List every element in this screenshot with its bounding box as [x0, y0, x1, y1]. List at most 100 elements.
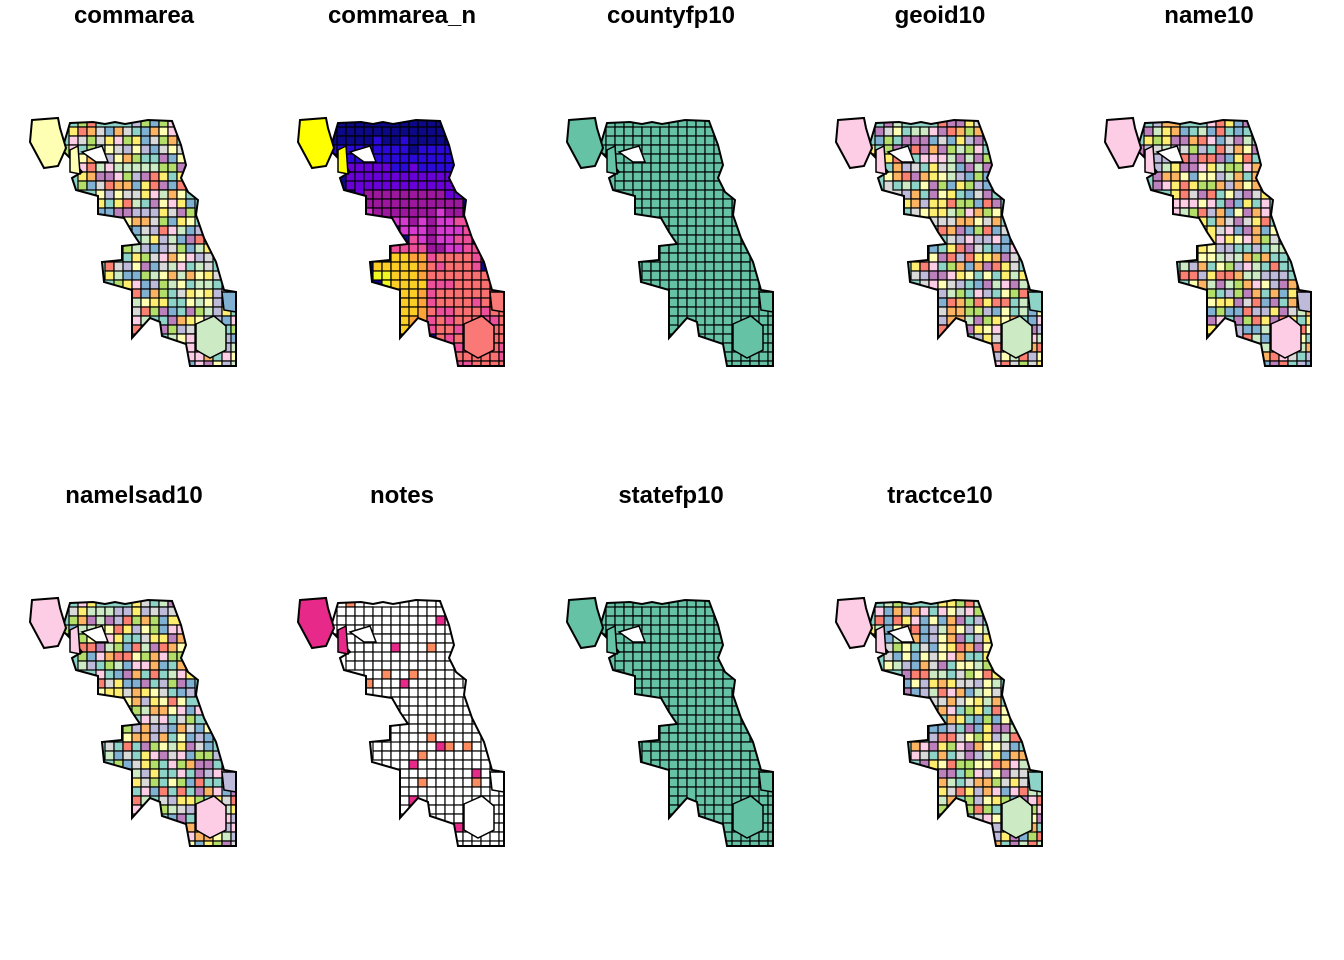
census-tract	[946, 153, 957, 164]
census-tract	[167, 732, 178, 743]
census-tract	[686, 624, 697, 635]
census-tract	[417, 723, 428, 734]
census-tract	[176, 261, 187, 272]
census-tract	[194, 243, 205, 254]
census-tract	[167, 615, 187, 626]
census-tract	[955, 297, 966, 308]
census-tract	[1206, 189, 1217, 200]
park-tract	[1001, 315, 1033, 359]
census-tract	[973, 795, 984, 806]
census-tract	[973, 279, 984, 290]
census-tract	[444, 288, 455, 299]
census-tract	[946, 198, 957, 209]
census-tract	[740, 261, 751, 272]
census-tract	[158, 171, 169, 182]
census-tract	[167, 324, 178, 335]
census-tract	[722, 207, 733, 218]
census-tract	[426, 606, 437, 617]
census-tract	[686, 297, 697, 308]
census-tract	[955, 207, 966, 218]
census-tract	[910, 750, 921, 761]
census-tract	[390, 126, 401, 137]
census-tract	[140, 651, 151, 662]
census-tract	[874, 126, 885, 137]
census-tract	[185, 786, 196, 797]
census-tract	[659, 126, 670, 137]
census-tract	[704, 162, 715, 173]
census-tract	[919, 135, 930, 146]
census-tract	[158, 234, 169, 245]
census-tract	[122, 741, 133, 752]
census-tract	[695, 669, 706, 680]
census-tract	[489, 351, 500, 362]
census-tract	[417, 660, 428, 671]
census-tract	[336, 606, 347, 617]
census-tract	[1287, 297, 1298, 308]
census-tract	[740, 288, 751, 299]
census-tract	[453, 741, 464, 752]
census-tract	[1206, 135, 1217, 146]
airport-gap	[617, 625, 647, 643]
census-tract	[444, 804, 455, 815]
census-tract	[149, 144, 160, 155]
census-tract	[758, 831, 769, 842]
census-tract	[1296, 351, 1307, 362]
census-tract	[937, 615, 948, 626]
census-tract	[381, 162, 392, 173]
census-tract	[928, 126, 939, 137]
census-tract	[982, 288, 993, 299]
census-tract	[176, 270, 187, 281]
census-tract	[641, 750, 652, 770]
census-tract	[399, 624, 410, 635]
census-tract	[1018, 777, 1029, 788]
census-tract	[991, 252, 1002, 263]
census-tract	[704, 741, 715, 752]
census-tract	[444, 297, 455, 308]
census-tract	[704, 225, 715, 236]
census-tract	[623, 126, 634, 137]
census-tract	[462, 786, 473, 797]
census-tract	[1215, 252, 1226, 263]
census-tract	[435, 189, 446, 200]
census-tract	[982, 687, 993, 698]
census-tract	[435, 198, 446, 209]
census-tract	[113, 687, 124, 698]
census-tract	[910, 198, 921, 209]
census-tract	[158, 624, 169, 635]
census-tract	[695, 279, 706, 290]
census-tract	[919, 642, 930, 653]
panel-title: statefp10	[618, 482, 724, 509]
census-tract	[167, 705, 178, 716]
census-tract	[973, 714, 984, 725]
census-tract	[964, 750, 975, 761]
census-tract	[104, 261, 115, 272]
connector-tract	[606, 624, 618, 655]
census-tract	[1206, 261, 1217, 272]
census-tract	[677, 126, 688, 137]
census-tract	[140, 732, 151, 743]
census-tract	[1233, 144, 1244, 155]
census-tract	[946, 306, 957, 317]
census-tract	[194, 741, 205, 752]
census-tract	[695, 270, 706, 281]
census-tract	[991, 804, 1002, 815]
census-tract	[946, 660, 957, 671]
census-tract	[650, 198, 661, 209]
city-boundary	[328, 598, 505, 847]
census-tract	[444, 270, 455, 281]
lakefront-tract	[758, 291, 774, 313]
census-tract	[713, 207, 724, 218]
census-tract	[928, 153, 939, 164]
census-tract	[149, 660, 160, 671]
census-tract	[659, 171, 670, 182]
census-tract	[677, 252, 688, 263]
census-tract	[991, 696, 1002, 707]
census-tract	[1179, 261, 1190, 272]
census-tract	[892, 126, 903, 137]
census-tract	[937, 153, 948, 164]
census-tract	[1197, 207, 1208, 218]
census-tract	[131, 135, 142, 146]
census-tract	[1009, 768, 1020, 779]
census-tract	[1179, 162, 1190, 173]
census-tract	[1242, 207, 1253, 218]
